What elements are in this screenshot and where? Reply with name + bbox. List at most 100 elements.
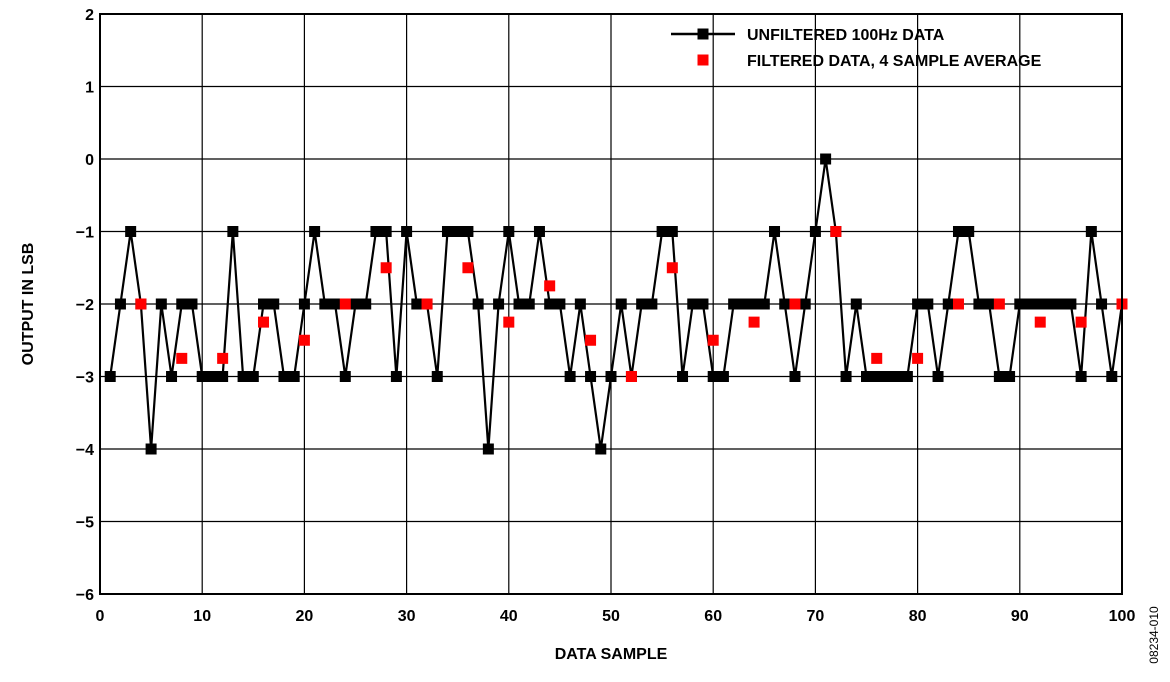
unfiltered-point: [646, 298, 658, 310]
y-tick-label: 2: [85, 7, 94, 24]
unfiltered-point: [268, 298, 280, 310]
filtered-point: [912, 352, 924, 364]
unfiltered-point: [677, 371, 689, 382]
unfiltered-point: [309, 226, 321, 237]
unfiltered-point: [401, 226, 413, 237]
x-tick-label: 40: [500, 608, 518, 625]
unfiltered-point: [360, 298, 372, 310]
filtered-point: [952, 298, 964, 310]
gridlines: [99, 13, 1123, 595]
x-axis-title: DATA SAMPLE: [555, 646, 668, 663]
unfiltered-point: [125, 226, 137, 237]
unfiltered-point: [850, 298, 862, 310]
unfiltered-point: [809, 226, 821, 237]
filtered-point: [871, 352, 883, 364]
unfiltered-point: [350, 298, 361, 310]
unfiltered-point: [666, 226, 678, 237]
filtered-point: [176, 352, 188, 364]
filtered-point: [298, 334, 310, 346]
unfiltered-point: [288, 371, 300, 382]
x-tick-label: 20: [296, 608, 314, 625]
y-tick-label: 1: [85, 80, 94, 97]
figure-id: 08234-010: [1147, 606, 1161, 664]
unfiltered-point: [922, 298, 934, 310]
unfiltered-point: [758, 298, 770, 310]
unfiltered-point: [493, 298, 505, 310]
unfiltered-point: [329, 298, 341, 310]
unfiltered-point: [319, 298, 331, 310]
unfiltered-point: [789, 371, 801, 382]
unfiltered-point: [1004, 371, 1016, 382]
unfiltered-point: [217, 371, 229, 382]
filtered-point: [993, 298, 1005, 310]
unfiltered-point: [370, 226, 382, 237]
legend-label-unfiltered: UNFILTERED 100Hz DATA: [747, 27, 945, 44]
filtered-point: [707, 334, 719, 346]
unfiltered-point: [114, 298, 126, 310]
filtered-point: [217, 352, 229, 364]
unfiltered-point: [298, 298, 310, 310]
unfiltered-point: [585, 371, 597, 382]
unfiltered-point: [891, 371, 903, 382]
unfiltered-point: [861, 371, 872, 382]
unfiltered-point: [186, 298, 198, 310]
unfiltered-point: [1075, 371, 1087, 382]
unfiltered-point: [503, 226, 515, 237]
unfiltered-point: [431, 371, 443, 382]
unfiltered-point: [820, 153, 832, 165]
unfiltered-point: [840, 371, 852, 382]
unfiltered-point: [441, 226, 453, 237]
unfiltered-point: [615, 298, 627, 310]
filtered-point: [421, 298, 433, 310]
x-tick-label: 10: [193, 608, 211, 625]
unfiltered-point: [881, 371, 893, 382]
unfiltered-point: [779, 298, 791, 310]
x-tick-label: 70: [807, 608, 825, 625]
unfiltered-point: [901, 371, 913, 382]
unfiltered-point: [513, 298, 525, 310]
y-axis-title: OUTPUT IN LSB: [20, 243, 37, 366]
filtered-point: [625, 371, 637, 382]
legend-marker-unfiltered: [697, 28, 709, 40]
unfiltered-point: [554, 298, 566, 310]
unfiltered-point: [390, 371, 402, 382]
unfiltered-point: [380, 226, 392, 237]
unfiltered-point: [166, 371, 178, 382]
unfiltered-point: [728, 298, 740, 310]
unfiltered-point: [799, 298, 811, 310]
unfiltered-point: [973, 298, 985, 310]
unfiltered-point: [452, 226, 464, 237]
legend: UNFILTERED 100Hz DATA FILTERED DATA, 4 S…: [671, 27, 1042, 70]
unfiltered-point: [605, 371, 617, 382]
filtered-point: [748, 316, 760, 328]
unfiltered-point: [278, 371, 290, 382]
x-tick-label: 30: [398, 608, 416, 625]
unfiltered-point: [472, 298, 484, 310]
filtered-point: [380, 262, 392, 274]
unfiltered-series-line: [109, 158, 1124, 450]
unfiltered-point: [932, 371, 944, 382]
unfiltered-point: [952, 226, 964, 237]
unfiltered-point: [533, 226, 545, 237]
unfiltered-point: [687, 298, 699, 310]
x-tick-label: 90: [1011, 608, 1029, 625]
filtered-point: [1034, 316, 1046, 328]
unfiltered-point: [1044, 298, 1056, 310]
unfiltered-point: [206, 371, 218, 382]
unfiltered-point: [983, 298, 995, 310]
unfiltered-point: [227, 226, 239, 237]
y-tick-label: −4: [76, 442, 94, 459]
unfiltered-point: [697, 298, 709, 310]
unfiltered-point: [482, 443, 494, 455]
unfiltered-point: [1096, 298, 1108, 310]
unfiltered-point: [993, 371, 1005, 382]
unfiltered-point: [462, 226, 474, 237]
unfiltered-point: [942, 298, 954, 310]
filtered-point: [789, 298, 801, 310]
unfiltered-point: [1065, 298, 1077, 310]
x-tick-label: 100: [1109, 608, 1136, 625]
unfiltered-point: [196, 371, 208, 382]
